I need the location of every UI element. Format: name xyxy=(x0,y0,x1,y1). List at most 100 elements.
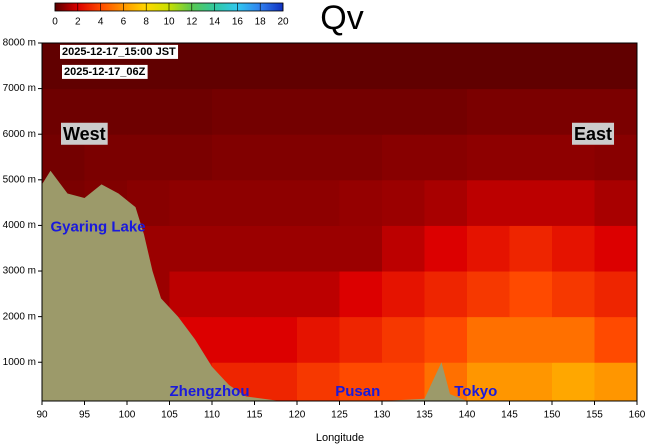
field-cell xyxy=(382,43,425,90)
x-tick-label: 90 xyxy=(36,410,48,421)
label-box xyxy=(60,44,179,59)
field-cell xyxy=(467,43,510,90)
field-cell xyxy=(254,43,298,90)
field-cell xyxy=(424,179,468,226)
field-cell xyxy=(594,179,637,226)
terrain xyxy=(42,170,637,401)
label: East xyxy=(574,124,612,144)
colorbar-tick-label: 18 xyxy=(255,17,267,28)
field-cell xyxy=(509,88,553,135)
field-cell xyxy=(552,362,595,401)
field-cell xyxy=(127,134,170,181)
place-label: Pusan xyxy=(335,383,380,400)
field-cell xyxy=(424,316,468,363)
field-cell xyxy=(297,271,340,318)
colorbar-tick-label: 10 xyxy=(163,17,175,28)
x-tick-label: 150 xyxy=(544,410,561,421)
field-cell xyxy=(509,43,553,90)
label: 2025-12-17_15:00 JST xyxy=(62,46,176,58)
field-cell xyxy=(297,134,340,181)
field-cell xyxy=(424,134,468,181)
field-cell xyxy=(467,362,510,401)
field-cell xyxy=(339,134,383,181)
plot-area xyxy=(42,43,637,401)
x-tick-label: 100 xyxy=(119,410,136,421)
field-cell xyxy=(594,316,637,363)
field-cell xyxy=(467,271,510,318)
colorbar-tick-label: 4 xyxy=(98,17,104,28)
field-cell xyxy=(467,88,510,135)
field-cell xyxy=(169,134,213,181)
x-tick-label: 155 xyxy=(586,410,603,421)
field-cell xyxy=(339,225,383,272)
y-tick-label: 7000 m xyxy=(3,83,36,94)
field-cell xyxy=(254,225,298,272)
field-cell xyxy=(212,43,255,90)
field-cell xyxy=(339,271,383,318)
field-cell xyxy=(212,316,255,363)
field-cell xyxy=(594,225,637,272)
chart-title: Qv xyxy=(320,0,363,37)
field-cell xyxy=(254,88,298,135)
field-cell xyxy=(212,88,255,135)
y-tick-label: 2000 m xyxy=(3,311,36,322)
field-cell xyxy=(254,134,298,181)
colorbar-tick-label: 20 xyxy=(277,17,289,28)
field-cell xyxy=(297,179,340,226)
y-tick-label: 6000 m xyxy=(3,129,36,140)
x-tick-label: 95 xyxy=(79,410,91,421)
field-cell xyxy=(424,88,468,135)
field-cell xyxy=(339,316,383,363)
field-cell xyxy=(297,43,340,90)
label-box xyxy=(62,64,148,79)
field-cell xyxy=(297,225,340,272)
field-cell xyxy=(467,179,510,226)
field-cell xyxy=(552,225,595,272)
field-cell xyxy=(382,179,425,226)
field-cell xyxy=(169,88,213,135)
x-tick-label: 115 xyxy=(247,410,263,421)
field-cell xyxy=(509,316,553,363)
field-cell xyxy=(382,225,425,272)
colorbar-tick-label: 0 xyxy=(52,17,58,28)
field-cell xyxy=(509,134,553,181)
y-tick-label: 4000 m xyxy=(3,220,36,231)
x-tick-label: 105 xyxy=(161,410,178,421)
field-cell xyxy=(254,316,298,363)
colorbar-tick-label: 14 xyxy=(209,17,221,28)
field-cell xyxy=(552,271,595,318)
field-cell xyxy=(509,271,553,318)
field-cell xyxy=(212,271,255,318)
field-cell xyxy=(297,316,340,363)
field-cell xyxy=(424,43,468,90)
field-cell xyxy=(509,362,553,401)
field-cell xyxy=(552,43,595,90)
place-label: Zhengzhou xyxy=(170,383,250,400)
field-cell xyxy=(169,179,213,226)
label: West xyxy=(63,124,106,144)
field-cell xyxy=(382,362,425,401)
field-cell xyxy=(382,134,425,181)
x-tick-label: 140 xyxy=(459,410,476,421)
field-cell xyxy=(594,43,637,90)
field-cell xyxy=(169,225,213,272)
y-tick-label: 8000 m xyxy=(3,38,36,49)
colorbar-tick-label: 12 xyxy=(186,17,198,28)
field-cell xyxy=(382,316,425,363)
x-tick-label: 160 xyxy=(629,410,646,421)
field-cell xyxy=(467,225,510,272)
field-cell xyxy=(382,271,425,318)
field-cell xyxy=(254,362,298,401)
colorbar-tick-label: 8 xyxy=(143,17,149,28)
field-cell xyxy=(509,179,553,226)
colorbar-tick-label: 6 xyxy=(121,17,127,28)
x-tick-label: 145 xyxy=(501,410,518,421)
field-cell xyxy=(212,179,255,226)
label-box xyxy=(61,122,108,145)
field-cell xyxy=(552,179,595,226)
colorbar-tick-label: 2 xyxy=(75,17,81,28)
x-tick-label: 130 xyxy=(374,410,391,421)
place-label: Gyaring Lake xyxy=(51,219,146,236)
y-tick-label: 1000 m xyxy=(3,357,36,368)
field-cell xyxy=(467,316,510,363)
